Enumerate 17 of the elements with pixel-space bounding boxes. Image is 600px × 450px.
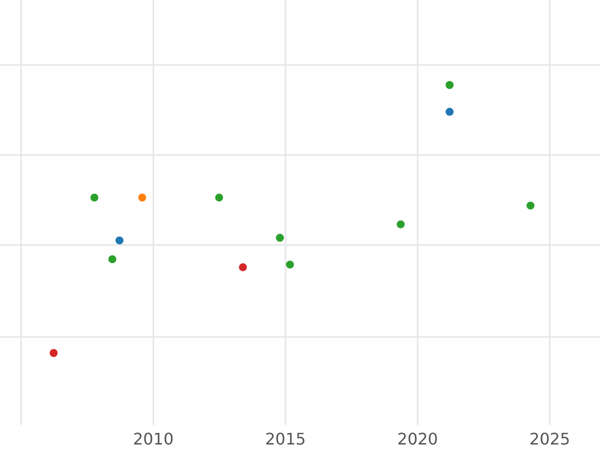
x-tick-label: 2015 <box>265 429 306 448</box>
point <box>115 236 124 244</box>
x-tick-label: 2020 <box>397 429 438 448</box>
point <box>276 234 284 242</box>
point <box>108 255 116 264</box>
point <box>238 263 247 272</box>
point <box>446 81 454 89</box>
point <box>138 194 146 202</box>
point <box>396 220 405 228</box>
point <box>286 260 294 269</box>
point <box>526 202 534 210</box>
x-tick-label: 2010 <box>132 429 174 448</box>
x-tick-label: 2025 <box>529 429 570 448</box>
point <box>215 194 224 202</box>
point <box>50 349 58 357</box>
point <box>446 108 454 116</box>
point <box>90 194 98 202</box>
